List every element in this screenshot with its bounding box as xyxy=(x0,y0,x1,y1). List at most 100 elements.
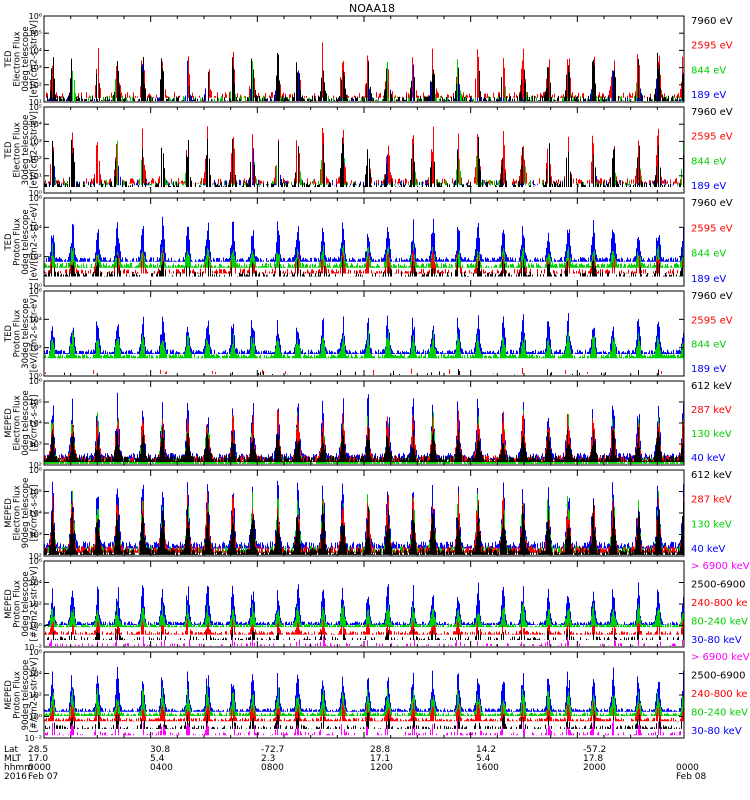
y-tick-label: 10⁴ xyxy=(29,223,42,232)
legend-entry: 130 keV xyxy=(691,429,732,440)
legend-entry: 80-240 keV xyxy=(691,617,748,628)
x-row-value: -57.2 xyxy=(583,745,606,755)
series-blue xyxy=(44,582,684,626)
x-row-value: 5.4 xyxy=(150,754,165,764)
legend-entry: 2595 eV xyxy=(691,41,733,52)
y-axis-label-line: [#/cm2-s-str] xyxy=(30,395,40,452)
y-axis-label-line: [eV/[cm2-s-str-eV] xyxy=(30,203,40,281)
legend-entry: 189 eV xyxy=(691,364,726,375)
series-black xyxy=(44,136,684,188)
y-axis-label-line: TED xyxy=(4,233,14,252)
y-axis-label-line: 0deg telescope xyxy=(21,571,31,636)
y-axis-label-line: Proton Flux xyxy=(13,310,23,358)
y-tick-label: 10¹ xyxy=(29,98,42,107)
y-tick-label: 10⁻² xyxy=(24,643,42,652)
y-tick-label: 10⁴ xyxy=(29,315,42,324)
y-tick-label: 10⁰ xyxy=(29,713,42,722)
legend-entry: 7960 eV xyxy=(691,198,733,209)
y-tick-label: 10⁵ xyxy=(29,488,42,497)
y-axis-label-line: [eV/[cm2-s-str-eV] xyxy=(30,20,40,98)
y-axis-label-line: 0deg telescope xyxy=(21,26,31,91)
legend-entry: 189 eV xyxy=(691,181,726,192)
y-axis-label-line: MEPED xyxy=(4,680,14,710)
y-axis-label-line: TED xyxy=(4,141,14,160)
y-axis-label-line: [#/cm2-s-str] xyxy=(30,485,40,542)
legend-entry: 40 keV xyxy=(691,453,725,464)
x-axis-labels: Lat 28.5 30.8 -72.7 28.8 14.2 -57.2 MLT 17.0 5.4 2… xyxy=(4,745,707,782)
legend-entry: 844 eV xyxy=(691,249,726,260)
legend-entry: 612 keV xyxy=(691,381,732,392)
y-tick-label: 10⁶ xyxy=(29,194,42,203)
y-axis-label-line: TED xyxy=(4,324,14,343)
legend-entry: 2595 eV xyxy=(691,132,733,143)
y-tick-label: 10⁴ xyxy=(29,120,42,129)
y-tick-label: 10⁵ xyxy=(29,398,42,407)
y-axis-label-line: 30deg telescope xyxy=(21,115,31,186)
y-tick-label: 10⁵ xyxy=(29,103,42,112)
series-black xyxy=(64,369,659,375)
y-tick-label: 10⁰ xyxy=(29,282,42,291)
x-row-value: 1600 xyxy=(476,763,499,773)
y-axis-label-line: Electron Flux xyxy=(13,395,23,450)
x-row-label: hhmm xyxy=(4,763,33,773)
x-row-value: 28.5 xyxy=(28,745,48,755)
x-row-value: 0800 xyxy=(261,763,284,773)
y-tick-label: 10⁴ xyxy=(29,509,42,518)
x-row-label: Lat xyxy=(4,745,19,755)
legend-entry: 2500-6900 xyxy=(691,671,746,682)
y-tick-label: 10² xyxy=(29,253,42,262)
series-blue xyxy=(44,666,684,712)
legend-entry: 2595 eV xyxy=(691,315,733,326)
y-tick-label: 10³ xyxy=(29,137,42,146)
plot-title: NOAA18 xyxy=(349,2,395,15)
legend-entry: 189 eV xyxy=(691,90,726,101)
legend-entry: 130 keV xyxy=(691,519,732,530)
y-tick-label: 10³ xyxy=(29,64,42,73)
legend-entry: 844 eV xyxy=(691,340,726,351)
legend-entry: 287 keV xyxy=(691,495,732,506)
x-row-value: Feb 08 xyxy=(676,772,707,782)
y-tick-label: 10⁴ xyxy=(29,419,42,428)
y-axis-label-line: TED xyxy=(4,50,14,69)
legend-entry: 30-80 keV xyxy=(691,635,742,646)
legend-entry: 844 eV xyxy=(691,65,726,76)
y-axis-label-line: Electron Flux xyxy=(13,31,23,86)
legend-entry: 612 keV xyxy=(691,470,732,481)
y-tick-label: 10⁶ xyxy=(29,12,42,21)
legend-entry: 80-240 keV xyxy=(691,708,748,719)
series-black xyxy=(45,712,682,730)
y-tick-label: 10⁶ xyxy=(29,466,42,475)
series-blue xyxy=(44,216,684,263)
y-tick-label: 10⁴ xyxy=(29,46,42,55)
x-row-value: 17.0 xyxy=(28,754,48,764)
x-row-value: Feb 07 xyxy=(28,772,58,782)
y-tick-label: 10⁻² xyxy=(24,734,42,743)
y-tick-label: 10² xyxy=(29,461,42,470)
legend-entry: 844 eV xyxy=(691,156,726,167)
y-axis-label-line: [eV/[cm2-s-str-eV] xyxy=(30,295,40,373)
y-tick-label: 10² xyxy=(29,155,42,164)
y-axis-label-line: MEPED xyxy=(4,589,14,619)
legend-entry: > 6900 keV xyxy=(691,652,750,663)
legend-entry: 7960 eV xyxy=(691,291,733,302)
legend-entry: 30-80 keV xyxy=(691,726,742,737)
x-row-label: 2016 xyxy=(4,772,27,782)
x-row-value: 30.8 xyxy=(150,745,170,755)
x-row-value: 0400 xyxy=(150,763,173,773)
legend-entry: 240-800 ke xyxy=(691,598,748,609)
y-tick-label: 10⁵ xyxy=(29,29,42,38)
y-tick-label: 10² xyxy=(29,344,42,353)
